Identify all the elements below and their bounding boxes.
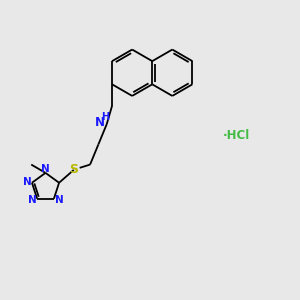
Text: ·HCl: ·HCl <box>223 129 250 142</box>
Text: N: N <box>95 116 105 129</box>
Text: N: N <box>55 195 63 205</box>
Text: N: N <box>22 177 31 187</box>
Text: N: N <box>41 164 50 174</box>
Text: H: H <box>101 112 110 122</box>
Text: N: N <box>28 195 36 205</box>
Text: S: S <box>69 164 78 176</box>
